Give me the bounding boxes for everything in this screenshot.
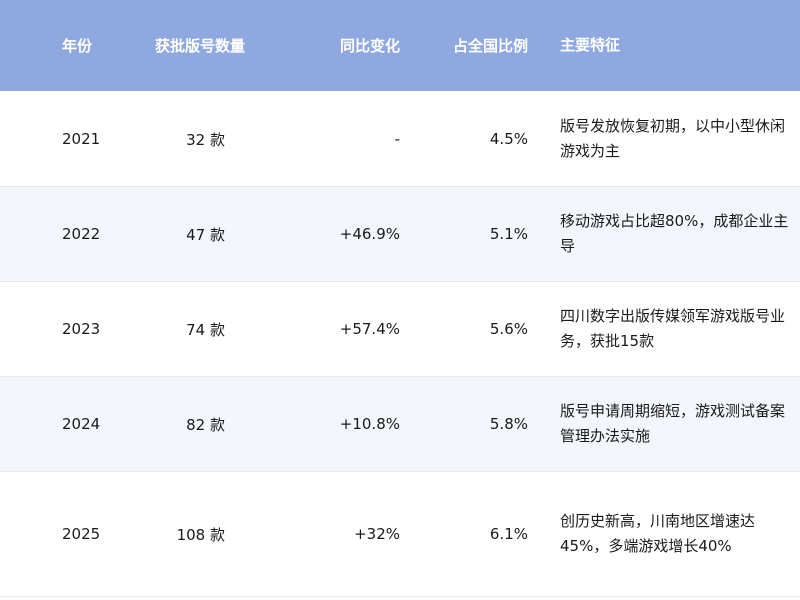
cell-approved-count: 32 款 [186, 130, 225, 149]
cell-national-share: 5.6% [489, 320, 528, 338]
table-row: 2022 47 款 +46.9% 5.1% 移动游戏占比超80%，成都企业主导 [0, 187, 800, 282]
cell-yoy-change: +32% [354, 525, 400, 543]
cell-year: 2024 [62, 415, 101, 433]
cell-year: 2023 [62, 320, 101, 338]
header-year: 年份 [62, 37, 93, 55]
table-row: 2023 74 款 +57.4% 5.6% 四川数字出版传媒领军游戏版号业务，获批15款 [0, 282, 800, 377]
cell-approved-count: 47 款 [186, 225, 225, 244]
cell-yoy-change: - [394, 130, 400, 148]
cell-features: 四川数字出版传媒领军游戏版号业务，获批15款 [560, 307, 786, 350]
cell-yoy-change: +46.9% [339, 225, 400, 243]
cell-features: 移动游戏占比超80%，成都企业主导 [560, 212, 789, 255]
cell-yoy-change: +57.4% [339, 320, 400, 338]
cell-approved-count: 74 款 [186, 320, 225, 339]
header-approved-count: 获批版号数量 [155, 37, 246, 55]
header-national-share: 占全国比例 [452, 37, 528, 55]
cell-features: 版号发放恢复初期，以中小型休闲游戏为主 [560, 117, 786, 160]
cell-year: 2025 [62, 525, 101, 543]
cell-features: 版号申请周期缩短，游戏测试备案管理办法实施 [560, 402, 786, 445]
cell-national-share: 4.5% [489, 130, 528, 148]
cell-national-share: 5.1% [489, 225, 528, 243]
cell-year: 2021 [62, 130, 101, 148]
cell-national-share: 6.1% [489, 525, 528, 543]
cell-approved-count: 82 款 [186, 415, 225, 434]
cell-yoy-change: +10.8% [339, 415, 400, 433]
cell-features: 创历史新高，川南地区增速达45%，多端游戏增长40% [560, 512, 756, 555]
table-row: 2025 108 款 +32% 6.1% 创历史新高，川南地区增速达45%，多端游戏增长… [0, 472, 800, 597]
header-yoy-change: 同比变化 [339, 37, 400, 55]
cell-approved-count: 108 款 [176, 525, 225, 544]
table-header: 年份 获批版号数量 同比变化 占全国比例 主要特征 [0, 0, 800, 91]
cell-year: 2022 [62, 225, 101, 243]
header-features: 主要特征 [560, 36, 621, 54]
cell-national-share: 5.8% [489, 415, 528, 433]
table-row: 2021 32 款 - 4.5% 版号发放恢复初期，以中小型休闲游戏为主 [0, 92, 800, 187]
table-row: 2024 82 款 +10.8% 5.8% 版号申请周期缩短，游戏测试备案管理办法实施 [0, 377, 800, 472]
